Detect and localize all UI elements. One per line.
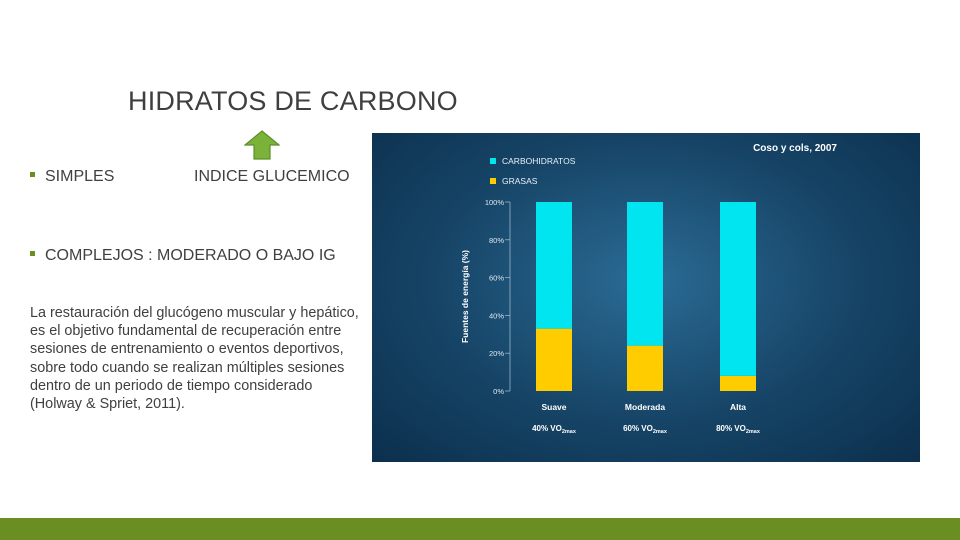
indice-glucemico-label: INDICE GLUCEMICO [194,168,350,185]
chart-source-label: Coso y cols, 2007 [753,143,837,154]
y-tick-label: 20% [489,349,504,358]
energy-chart: Coso y cols, 2007 CARBOHIDRATOS GRASAS 0% 20… [372,133,920,462]
energy-chart-svg: Coso y cols, 2007 CARBOHIDRATOS GRASAS 0% 20… [460,143,837,435]
bar-segment [536,202,572,329]
legend-swatch [490,178,496,184]
y-tick-label: 0% [493,387,504,396]
x-category-label: Moderada [625,402,665,412]
x-subcategory-label: 40% VO2max [532,424,577,435]
footer-bar [0,518,960,540]
y-tick-label: 100% [485,198,505,207]
bullet-simples-text: SIMPLES [45,168,115,185]
up-arrow-icon [244,130,280,160]
y-tick-label: 60% [489,274,504,283]
bullet-complejos: COMPLEJOS : MODERADO O BAJO IG [30,247,336,265]
slide-title: HIDRATOS DE CARBONO [128,86,458,116]
bar-segment [627,202,663,346]
bullet-marker [30,251,35,257]
legend-swatch [490,158,496,164]
y-tick-label: 40% [489,311,504,320]
legend-label: CARBOHIDRATOS [502,156,576,166]
x-category-label: Alta [730,402,746,412]
bar-segment [720,375,756,391]
body-paragraph: La restauración del glucógeno muscular y… [30,305,359,413]
y-axis-label: Fuentes de energía (%) [460,250,470,343]
bar-segment [720,202,756,376]
x-subcategory-label: 60% VO2max [623,424,668,435]
y-tick-label: 80% [489,236,504,245]
x-category-label: Suave [541,402,566,412]
bullet-complejos-text: COMPLEJOS : MODERADO O BAJO IG [45,247,336,264]
bullet-marker [30,172,35,178]
bar-segment [627,345,663,391]
legend-label: GRASAS [502,176,538,186]
bullet-simples: SIMPLES [30,168,114,186]
x-subcategory-label: 80% VO2max [716,424,761,435]
bar-segment [536,328,572,391]
